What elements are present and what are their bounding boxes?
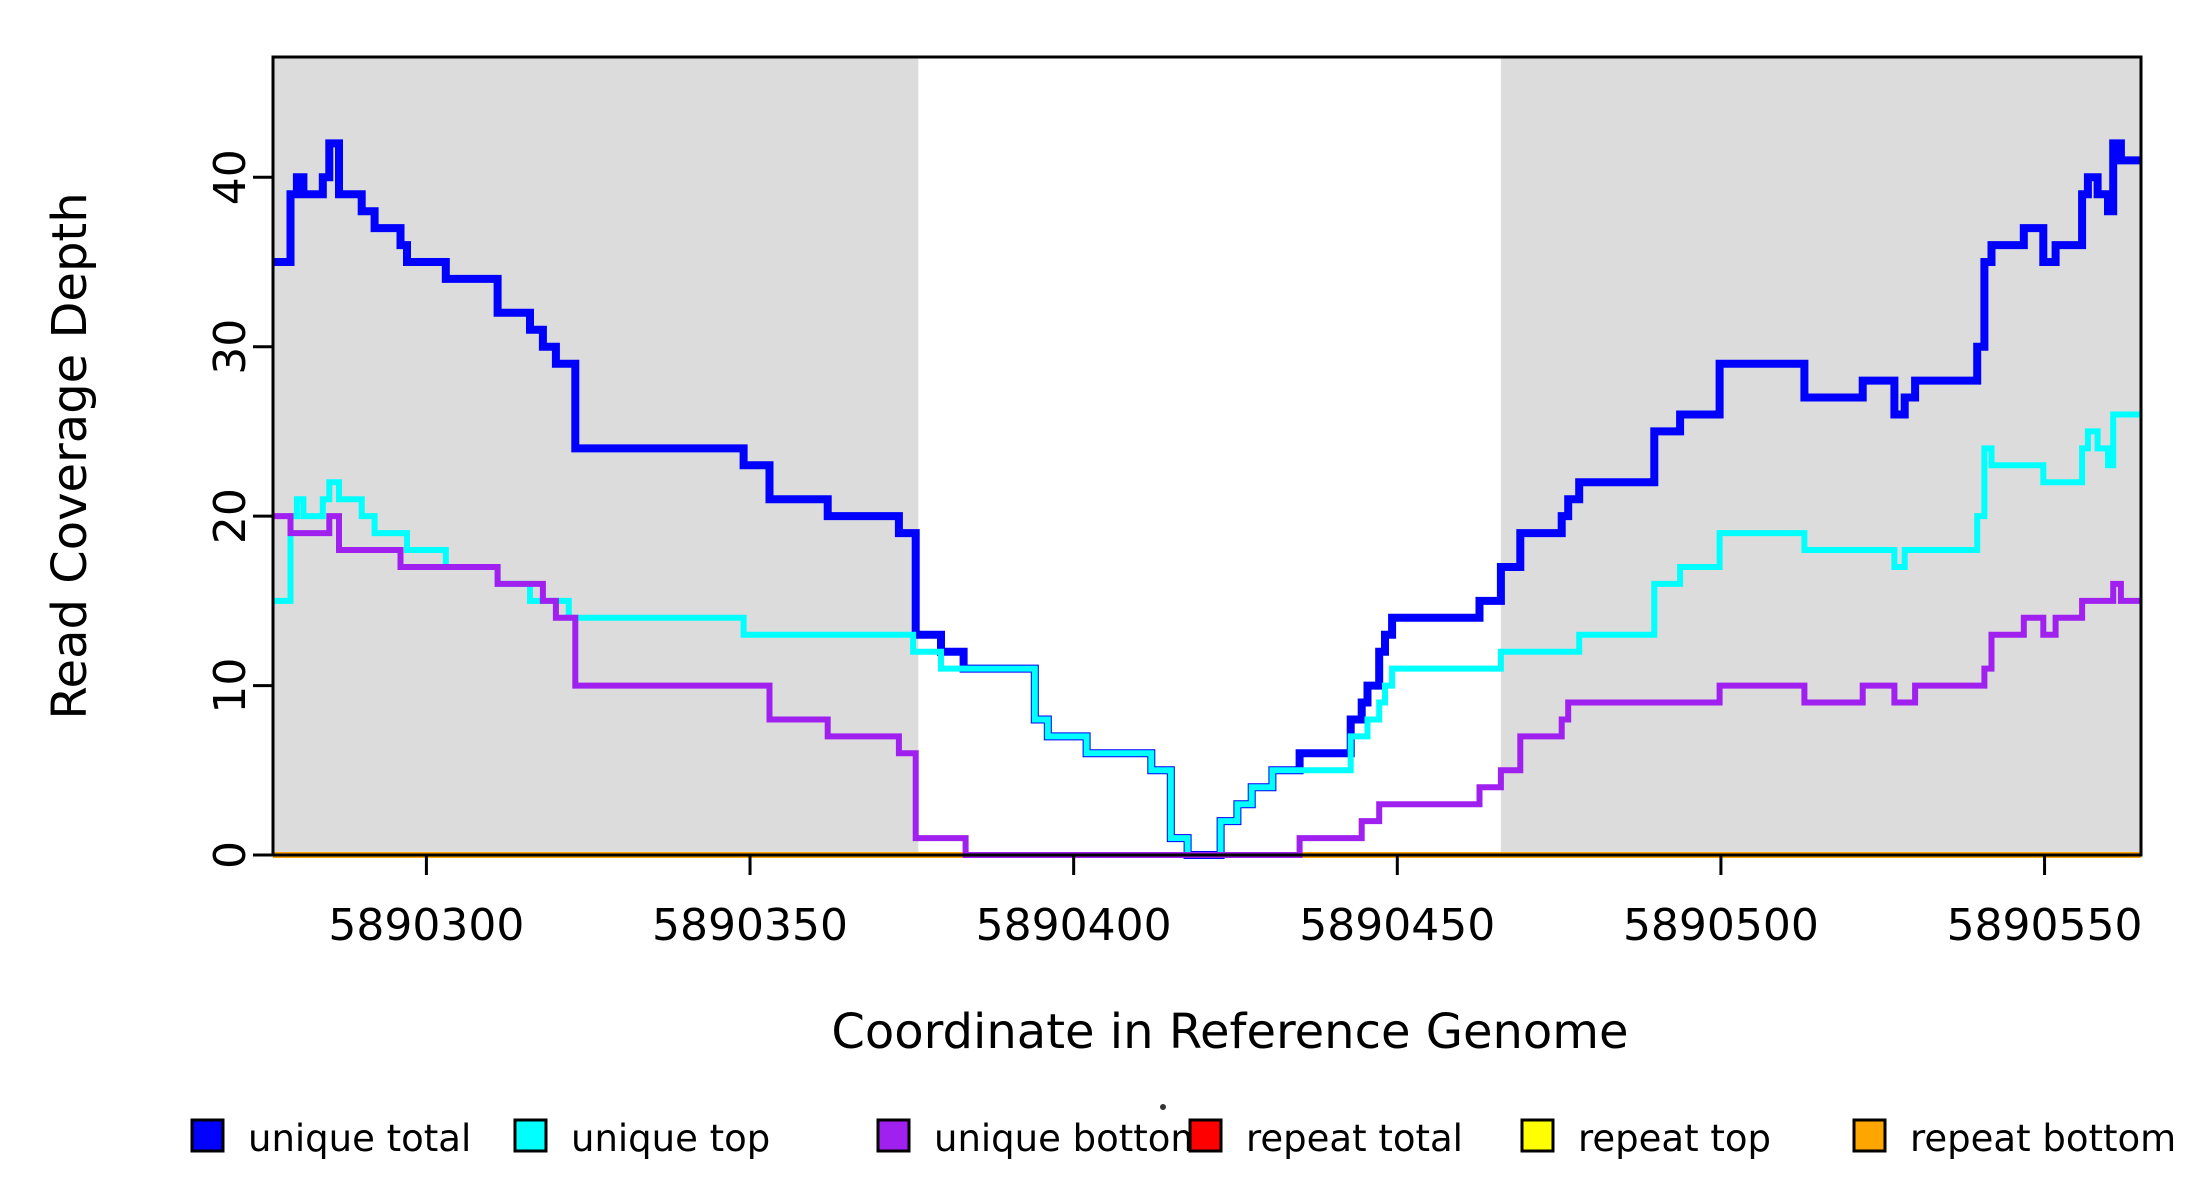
legend-label-unique-total: unique total — [248, 1117, 471, 1160]
plot-border — [271, 55, 2143, 857]
axes: 5890300 5890350 5890400 5890450 5890500 58905… — [205, 55, 2143, 951]
y-tick-label: 20 — [205, 488, 256, 544]
legend-swatch-repeat-top — [1520, 1118, 1555, 1153]
legend-swatch-unique-total — [190, 1118, 225, 1153]
x-axis-title: Coordinate in Reference Genome — [831, 1004, 1628, 1060]
x-tick-label: 5890550 — [1947, 900, 2143, 951]
y-tick-label: 40 — [205, 149, 256, 205]
x-tick-label: 5890450 — [1299, 900, 1495, 951]
legend-label-repeat-top: repeat top — [1578, 1117, 1771, 1160]
y-tick-label: 0 — [205, 841, 256, 869]
shaded-region — [1500, 57, 2141, 855]
artifact-dot — [1160, 1104, 1166, 1110]
legend-label-unique-top: unique top — [571, 1117, 770, 1160]
legend-label-repeat-total: repeat total — [1246, 1117, 1463, 1160]
legend-label-repeat-bottom: repeat bottom — [1910, 1117, 2176, 1160]
series-line-unique-bottom — [273, 513, 2141, 858]
legend-swatch-unique-top — [513, 1118, 548, 1153]
x-tick-label: 5890300 — [328, 900, 524, 951]
x-tick-label: 5890400 — [976, 900, 1172, 951]
legend-label-unique-bottom: unique bottom — [934, 1117, 1206, 1160]
series-line-unique-top — [273, 411, 2141, 858]
legend-swatch-unique-bottom — [876, 1118, 911, 1153]
legend-swatch-repeat-bottom — [1852, 1118, 1887, 1153]
y-tick-label: 10 — [205, 658, 256, 714]
x-tick-label: 5890350 — [652, 900, 848, 951]
y-tick-label: 30 — [205, 319, 256, 375]
shaded-regions — [273, 57, 2141, 855]
shaded-region — [273, 57, 919, 855]
legend: unique total unique top unique bottom repea… — [190, 1104, 2176, 1160]
legend-swatch-repeat-total — [1188, 1118, 1223, 1153]
y-axis-title: Read Coverage Depth — [42, 192, 98, 719]
x-tick-label: 5890500 — [1623, 900, 1819, 951]
